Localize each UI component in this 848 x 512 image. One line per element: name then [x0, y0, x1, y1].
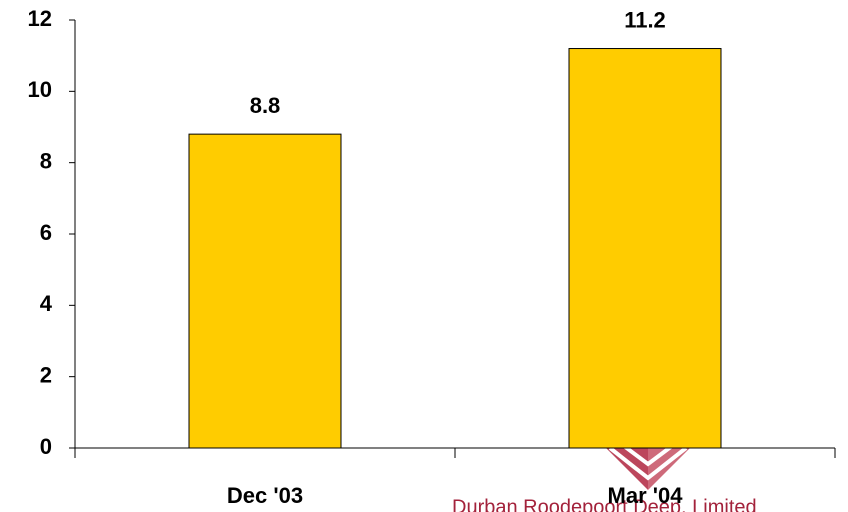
y-tick-label: 4 — [40, 291, 53, 316]
watermark-text: Durban Roodepoort Deep, Limited — [452, 496, 757, 512]
data-label: 11.2 — [624, 7, 666, 32]
data-label: 8.8 — [250, 93, 281, 118]
y-tick-label: 10 — [28, 77, 52, 102]
logo-stripe — [622, 444, 674, 467]
y-tick-label: 2 — [40, 362, 52, 387]
y-tick-label: 0 — [40, 434, 52, 459]
y-tick-label: 12 — [28, 6, 52, 31]
y-tick-label: 6 — [40, 220, 52, 245]
watermark-logo — [598, 440, 698, 490]
x-tick-label: Dec '03 — [227, 483, 303, 508]
y-tick-label: 8 — [40, 148, 52, 173]
logo-stripe — [608, 446, 688, 481]
bar — [568, 48, 722, 449]
x-tick-label: Mar '04 — [608, 483, 684, 508]
bar — [188, 133, 342, 449]
